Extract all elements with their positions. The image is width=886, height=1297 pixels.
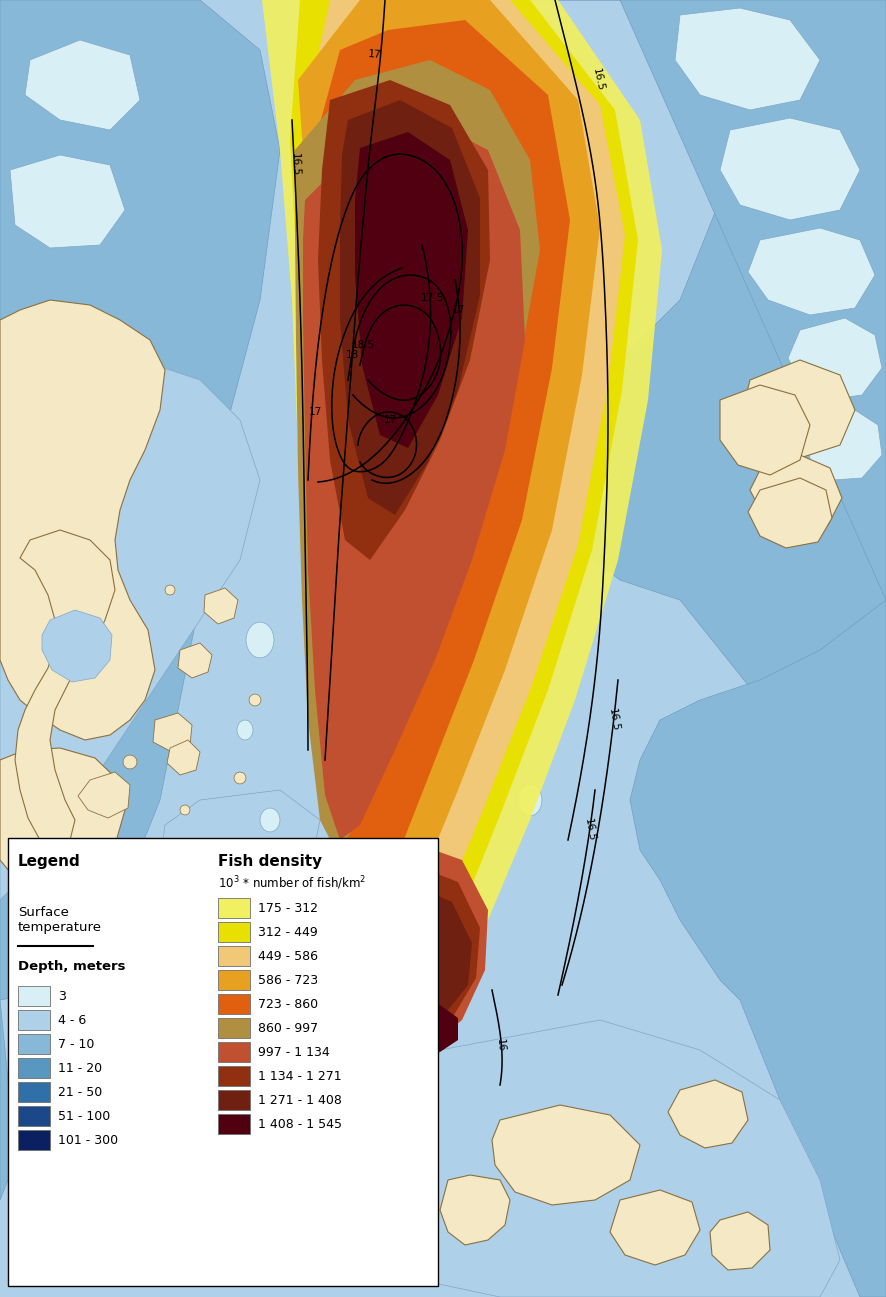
Bar <box>218 1089 250 1110</box>
Polygon shape <box>298 0 600 946</box>
Polygon shape <box>805 410 882 480</box>
Text: 17: 17 <box>451 305 464 315</box>
Polygon shape <box>262 0 662 1051</box>
Polygon shape <box>0 0 280 1200</box>
Bar <box>18 1130 50 1150</box>
Text: 51 - 100: 51 - 100 <box>58 1109 110 1122</box>
Polygon shape <box>153 713 192 752</box>
Text: 101 - 300: 101 - 300 <box>58 1134 118 1147</box>
FancyBboxPatch shape <box>8 838 438 1287</box>
Bar <box>18 1106 50 1126</box>
Polygon shape <box>0 300 165 741</box>
Polygon shape <box>305 19 570 905</box>
Polygon shape <box>178 643 212 678</box>
Text: 860 - 997: 860 - 997 <box>258 1022 318 1035</box>
Bar <box>218 970 250 990</box>
Polygon shape <box>234 772 246 783</box>
Polygon shape <box>204 588 238 624</box>
Text: 4 - 6: 4 - 6 <box>58 1013 86 1026</box>
Bar <box>218 1066 250 1086</box>
Text: 17: 17 <box>368 49 382 61</box>
Polygon shape <box>720 118 860 220</box>
Text: 16.5: 16.5 <box>591 67 605 92</box>
Polygon shape <box>408 1005 458 1052</box>
Polygon shape <box>668 1080 748 1148</box>
Polygon shape <box>246 623 274 658</box>
Polygon shape <box>440 837 460 863</box>
Text: 1 408 - 1 545: 1 408 - 1 545 <box>258 1118 342 1131</box>
Polygon shape <box>10 156 125 248</box>
Polygon shape <box>360 846 488 1045</box>
Text: 11 - 20: 11 - 20 <box>58 1061 102 1074</box>
Polygon shape <box>160 790 320 900</box>
Polygon shape <box>400 1019 840 1297</box>
Polygon shape <box>750 455 842 530</box>
Text: 586 - 723: 586 - 723 <box>258 974 318 987</box>
Text: 17: 17 <box>308 407 322 418</box>
Text: Surface
temperature: Surface temperature <box>18 907 102 934</box>
Bar <box>218 1018 250 1038</box>
Polygon shape <box>298 925 322 955</box>
Text: 175 - 312: 175 - 312 <box>258 901 318 914</box>
Polygon shape <box>318 80 490 560</box>
Text: 18: 18 <box>346 350 359 361</box>
Bar <box>18 1034 50 1054</box>
Bar <box>218 1041 250 1062</box>
Polygon shape <box>180 805 190 815</box>
Polygon shape <box>123 755 137 769</box>
Bar <box>218 946 250 966</box>
Polygon shape <box>492 1105 640 1205</box>
Polygon shape <box>748 228 875 315</box>
Text: Depth, meters: Depth, meters <box>18 960 126 973</box>
Polygon shape <box>370 868 480 1032</box>
Polygon shape <box>380 988 400 1012</box>
Polygon shape <box>290 0 638 1019</box>
Text: 17.5: 17.5 <box>420 293 444 303</box>
Polygon shape <box>260 808 280 831</box>
Polygon shape <box>675 8 820 110</box>
Text: Legend: Legend <box>18 853 81 869</box>
Text: 16: 16 <box>494 1038 506 1052</box>
Polygon shape <box>610 1191 700 1265</box>
Bar <box>18 1082 50 1102</box>
Text: Fish density: Fish density <box>218 853 323 869</box>
Text: 16.5: 16.5 <box>290 153 300 176</box>
Polygon shape <box>42 610 112 682</box>
Text: 997 - 1 134: 997 - 1 134 <box>258 1045 330 1058</box>
Polygon shape <box>15 530 115 848</box>
Polygon shape <box>340 100 480 515</box>
Polygon shape <box>0 361 260 900</box>
Polygon shape <box>0 748 125 888</box>
Text: 312 - 449: 312 - 449 <box>258 926 318 939</box>
Text: 17: 17 <box>384 415 397 425</box>
Polygon shape <box>330 870 460 960</box>
Polygon shape <box>249 694 261 706</box>
Text: 3: 3 <box>58 990 66 1003</box>
Polygon shape <box>237 720 253 741</box>
Polygon shape <box>192 840 208 856</box>
Polygon shape <box>355 132 468 447</box>
Polygon shape <box>0 981 220 1160</box>
Bar <box>18 1058 50 1078</box>
Text: 723 - 860: 723 - 860 <box>258 997 318 1010</box>
Polygon shape <box>78 772 130 818</box>
Text: 16.5: 16.5 <box>583 817 597 842</box>
Polygon shape <box>440 1175 510 1245</box>
Polygon shape <box>742 361 855 458</box>
Polygon shape <box>788 318 882 399</box>
Polygon shape <box>295 60 540 855</box>
Polygon shape <box>165 585 175 595</box>
Polygon shape <box>300 0 886 820</box>
Bar <box>218 898 250 918</box>
Polygon shape <box>380 888 472 1022</box>
Bar <box>218 1114 250 1134</box>
Text: 1 271 - 1 408: 1 271 - 1 408 <box>258 1093 342 1106</box>
Polygon shape <box>720 385 810 475</box>
Polygon shape <box>302 0 625 984</box>
Polygon shape <box>25 40 140 130</box>
Text: 16.5: 16.5 <box>607 708 621 733</box>
Polygon shape <box>710 1211 770 1270</box>
Text: 449 - 586: 449 - 586 <box>258 949 318 962</box>
Bar <box>218 994 250 1014</box>
